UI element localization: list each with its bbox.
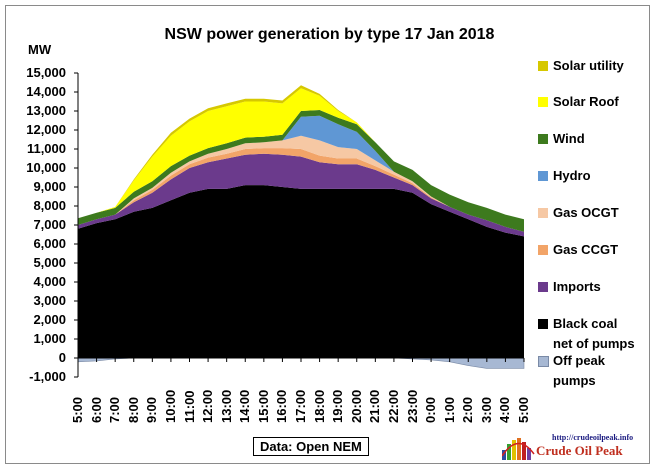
legend-label: Off peak pumps [553,353,606,388]
legend-label: Hydro [553,168,591,183]
logo-name: Crude Oil Peak [536,443,623,458]
logo-bars-icon [502,438,535,460]
legend-label: Imports [553,279,601,294]
chart-frame [5,5,650,464]
y-axis-label: MW [28,42,52,57]
y-tick-label: 7,000 [33,217,66,232]
legend-swatch [538,171,548,181]
legend-swatch [538,208,548,218]
series-area-solar-roof [78,88,524,220]
y-tick-label: 6,000 [33,236,66,251]
y-tick-label: 8,000 [33,198,66,213]
y-tick-label: 15,000 [26,65,66,80]
y-tick-label: 11,000 [26,141,66,156]
logo-url: http://crudeoilpeak.info [552,433,634,442]
chart-title: NSW power generation by type 17 Jan 2018 [164,26,495,43]
y-tick-label: 1,000 [33,331,66,346]
y-tick-label: 5,000 [33,255,66,270]
y-tick-label: 3,000 [33,293,66,308]
y-tick-label: 10,000 [26,160,66,175]
y-tick-label: 12,000 [26,122,66,137]
legend-swatch [538,282,548,292]
y-tick-label: 9,000 [33,179,66,194]
legend-swatch [538,356,549,367]
legend-label: Wind [553,131,585,146]
series-area-wind [78,110,524,232]
series-area-black-coal-net-of-pumps [78,185,524,358]
legend-label: Gas OCGT [553,205,619,220]
y-tick-label: 2,000 [33,312,66,327]
y-tick-label: 4,000 [33,274,66,289]
legend-swatch [538,97,548,107]
legend-label: Solar utility [553,58,624,73]
legend-swatch [538,134,548,144]
series-area-solar-utility [78,85,524,220]
y-tick-label: -1,000 [29,369,66,384]
legend-swatch [538,245,548,255]
y-tick-label: 0 [58,350,66,365]
y-tick-label: 14,000 [26,84,66,99]
crude-oil-peak-logo: http://crudeoilpeak.info Crude Oil Peak [500,433,650,461]
y-tick-label: 13,000 [26,103,66,118]
legend-label: Black coal net of pumps [553,316,635,351]
data-source-label: Data: Open NEM [253,437,369,456]
legend-swatch [538,61,548,71]
legend-label: Gas CCGT [553,242,619,257]
legend-label: Solar Roof [553,94,619,109]
series-area-imports [78,153,524,237]
legend-swatch [538,319,548,329]
